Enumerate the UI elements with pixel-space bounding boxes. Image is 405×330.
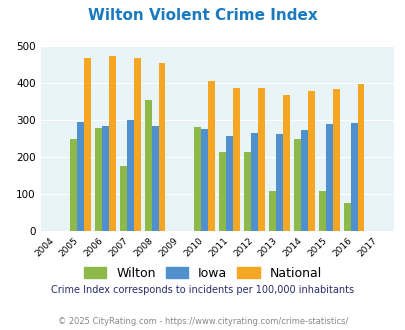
Legend: Wilton, Iowa, National: Wilton, Iowa, National: [79, 262, 326, 285]
Bar: [102, 126, 109, 231]
Bar: [343, 203, 350, 231]
Bar: [151, 126, 158, 231]
Bar: [350, 123, 357, 231]
Bar: [95, 128, 102, 231]
Bar: [119, 166, 126, 231]
Bar: [126, 120, 133, 231]
Bar: [332, 89, 339, 231]
Bar: [307, 91, 314, 231]
Bar: [300, 130, 307, 231]
Bar: [201, 129, 208, 231]
Bar: [194, 127, 201, 231]
Text: Wilton Violent Crime Index: Wilton Violent Crime Index: [88, 8, 317, 23]
Bar: [158, 63, 165, 231]
Bar: [133, 58, 140, 231]
Bar: [243, 151, 250, 231]
Bar: [257, 88, 264, 231]
Bar: [325, 124, 332, 231]
Bar: [357, 84, 364, 231]
Bar: [318, 191, 325, 231]
Text: © 2025 CityRating.com - https://www.cityrating.com/crime-statistics/: © 2025 CityRating.com - https://www.city…: [58, 317, 347, 326]
Bar: [226, 136, 232, 231]
Bar: [144, 100, 151, 231]
Bar: [208, 81, 215, 231]
Bar: [77, 122, 84, 231]
Bar: [232, 88, 239, 231]
Bar: [293, 139, 300, 231]
Bar: [219, 151, 226, 231]
Bar: [70, 139, 77, 231]
Bar: [282, 95, 289, 231]
Bar: [109, 56, 115, 231]
Text: Crime Index corresponds to incidents per 100,000 inhabitants: Crime Index corresponds to incidents per…: [51, 285, 354, 295]
Bar: [84, 58, 91, 231]
Bar: [268, 191, 275, 231]
Bar: [250, 133, 257, 231]
Bar: [275, 134, 282, 231]
